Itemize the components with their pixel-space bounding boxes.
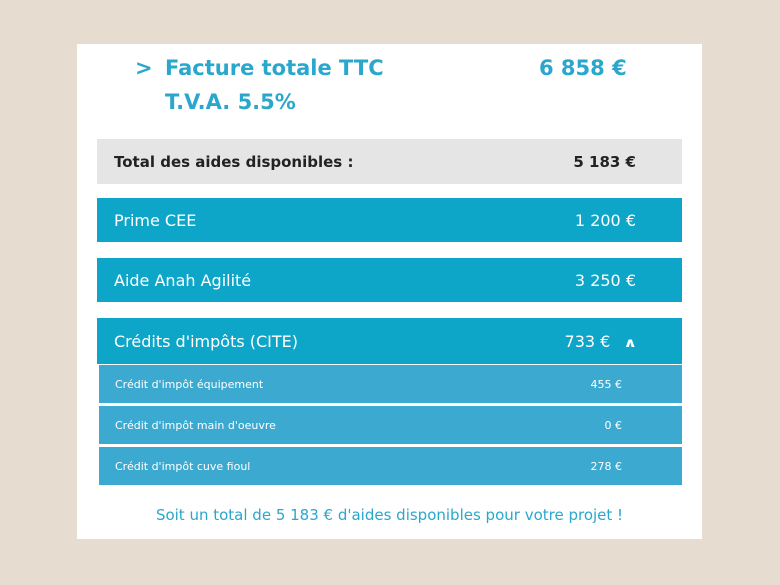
cite-detail-label: Crédit d'impôt main d'oeuvre (115, 418, 276, 432)
cite-detail-label: Crédit d'impôt cuve fioul (115, 459, 251, 473)
vat-label: T.V.A. 5.5% (165, 90, 296, 114)
invoice-total-value: 6 858 € (539, 56, 627, 80)
aid-row-prime-cee[interactable]: Prime CEE 1 200 € (97, 198, 682, 242)
aid-value: 733 € (564, 331, 611, 351)
aid-value: 3 250 € (574, 270, 636, 290)
aid-row-cite-toggle[interactable]: Crédits d'impôts (CITE) 733 € ∧ (97, 318, 682, 364)
chevron-up-icon[interactable]: ∧ (623, 335, 638, 351)
cite-detail-value: 455 € (590, 377, 623, 391)
cite-detail-row-labor: Crédit d'impôt main d'oeuvre 0 € (99, 406, 682, 444)
cite-detail-value: 0 € (604, 418, 623, 432)
cite-detail-row-fuel-tank: Crédit d'impôt cuve fioul 278 € (99, 447, 682, 485)
aid-row-anah[interactable]: Aide Anah Agilité 3 250 € (97, 258, 682, 302)
cite-detail-value: 278 € (590, 459, 623, 473)
cite-detail-label: Crédit d'impôt équipement (115, 377, 264, 391)
aids-total-label: Total des aides disponibles : (114, 152, 354, 171)
aids-total-value: 5 183 € (573, 152, 636, 171)
invoice-total-label: Facture totale TTC (165, 56, 384, 80)
aid-label: Aide Anah Agilité (114, 270, 252, 290)
aids-total-row: Total des aides disponibles : 5 183 € (97, 139, 682, 184)
aid-label: Prime CEE (114, 210, 197, 230)
cite-detail-row-equipment: Crédit d'impôt équipement 455 € (99, 365, 682, 403)
aids-summary-card: > Facture totale TTC 6 858 € T.V.A. 5.5%… (77, 44, 702, 539)
aid-label: Crédits d'impôts (CITE) (114, 331, 299, 351)
aids-total-footer: Soit un total de 5 183 € d'aides disponi… (155, 506, 624, 524)
chevron-right-icon: > (135, 56, 153, 80)
aid-value: 1 200 € (574, 210, 636, 230)
